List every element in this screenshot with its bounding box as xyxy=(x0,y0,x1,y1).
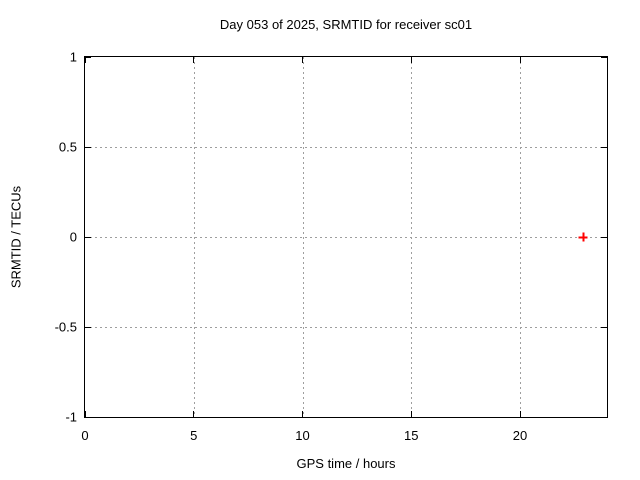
y-tick-mark-left xyxy=(85,416,91,418)
gridline-horizontal xyxy=(85,147,607,148)
y-tick-mark-left xyxy=(85,56,91,58)
x-axis-title: GPS time / hours xyxy=(296,456,396,471)
x-tick-label: 5 xyxy=(190,428,198,443)
x-tick-mark-bottom xyxy=(302,411,303,417)
x-tick-mark-bottom xyxy=(519,411,521,417)
gridline-horizontal xyxy=(85,327,607,328)
y-tick-mark-right xyxy=(601,416,607,418)
y-tick-mark-right xyxy=(601,146,607,148)
x-tick-label: 20 xyxy=(512,428,528,443)
gridline-horizontal xyxy=(85,237,607,238)
x-tick-label: 10 xyxy=(295,428,310,443)
x-tick-mark-top xyxy=(519,57,521,63)
y-tick-label: 1 xyxy=(69,49,77,65)
y-tick-mark-right xyxy=(601,236,607,238)
x-tick-mark-bottom xyxy=(193,411,195,417)
y-tick-mark-right xyxy=(601,56,607,58)
y-tick-label: 0 xyxy=(69,229,77,245)
y-tick-label: -1 xyxy=(65,409,77,425)
chart-title: Day 053 of 2025, SRMTID for receiver sc0… xyxy=(219,17,473,32)
y-axis-title: SRMTID / TECUs xyxy=(8,185,24,289)
x-tick-mark-top xyxy=(410,57,412,63)
y-tick-mark-left xyxy=(85,326,91,328)
y-tick-mark-left xyxy=(85,236,91,238)
x-tick-label: 15 xyxy=(404,428,419,443)
y-tick-mark-left xyxy=(85,146,91,148)
x-tick-mark-bottom xyxy=(84,411,86,417)
y-tick-label: 0.5 xyxy=(58,139,77,155)
x-tick-mark-top xyxy=(84,57,86,63)
x-tick-mark-top xyxy=(302,57,303,63)
y-tick-label: -0.5 xyxy=(54,319,77,335)
data-point-marker xyxy=(578,232,588,242)
x-tick-mark-top xyxy=(193,57,195,63)
plot-area xyxy=(84,56,608,418)
x-tick-mark-bottom xyxy=(410,411,412,417)
y-tick-mark-right xyxy=(601,326,607,328)
x-tick-label: 0 xyxy=(81,428,89,443)
